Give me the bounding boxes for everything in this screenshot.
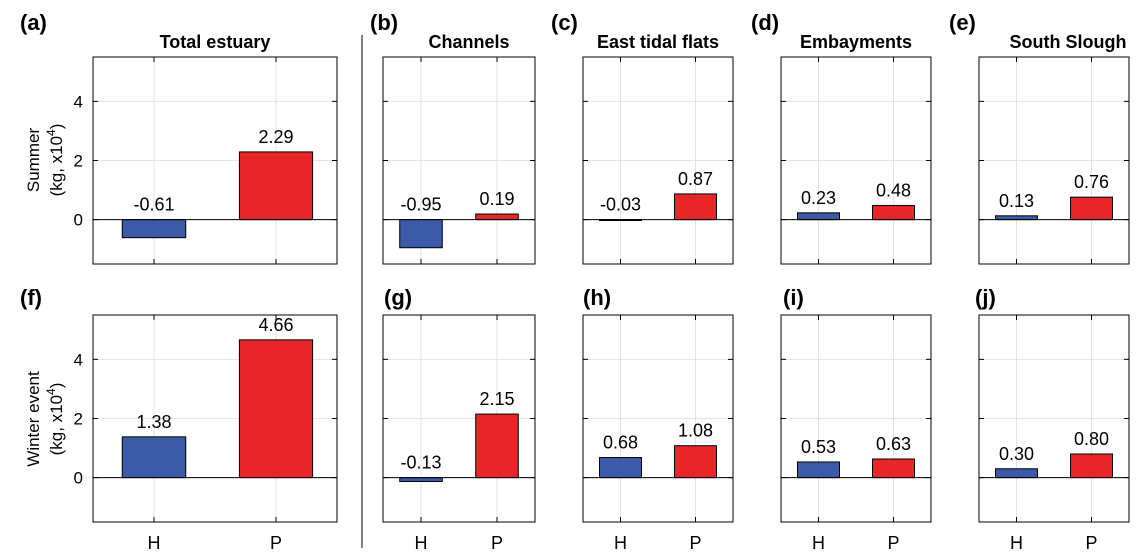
panel-letter: (i) bbox=[783, 285, 804, 310]
ytick-label: 2 bbox=[74, 152, 83, 171]
ytick-label: 0 bbox=[74, 469, 83, 488]
panel-j: 0.30 0.80 H P (j) bbox=[975, 285, 1130, 553]
bar-e-P bbox=[1070, 196, 1113, 221]
value-label-e-P: 0.76 bbox=[1074, 172, 1109, 192]
xtick-label-H: H bbox=[415, 533, 428, 553]
value-label-a-H: -0.61 bbox=[133, 195, 174, 215]
panel-a: -0.61 2.29 0 2 4 (a) Total estuary bbox=[20, 10, 338, 265]
bar-d-P bbox=[872, 204, 915, 221]
value-label-a-P: 2.29 bbox=[258, 127, 293, 147]
panel-letter: (h) bbox=[583, 285, 611, 310]
panel-letter: (e) bbox=[949, 10, 976, 35]
xtick-label-P: P bbox=[689, 533, 701, 553]
row-label-summer: Summer bbox=[24, 128, 43, 193]
xtick-label-P: P bbox=[270, 533, 282, 553]
panel-c: -0.03 0.87 (c) East tidal flats bbox=[551, 10, 734, 265]
xtick-label-P: P bbox=[887, 533, 899, 553]
bar-j-P bbox=[1070, 453, 1113, 479]
panel-letter: (a) bbox=[20, 10, 47, 35]
value-label-h-H: 0.68 bbox=[603, 433, 638, 453]
xtick-label-P: P bbox=[1085, 533, 1097, 553]
value-label-f-H: 1.38 bbox=[136, 412, 171, 432]
units-text: (kg, x10 bbox=[47, 136, 66, 196]
panel-e: 0.13 0.76 (e) South Slough bbox=[949, 10, 1130, 265]
panel-title: Total estuary bbox=[160, 32, 271, 52]
bar-g-P bbox=[475, 413, 519, 479]
value-label-j-H: 0.30 bbox=[999, 444, 1034, 464]
row-label-units: (kg, x104) bbox=[44, 383, 66, 456]
value-label-e-H: 0.13 bbox=[999, 191, 1034, 211]
panel-f: 1.38 4.66 0 2 4 H P (f) bbox=[20, 285, 338, 553]
panel-letter: (d) bbox=[751, 10, 779, 35]
panel-i: 0.53 0.63 H P (i) bbox=[780, 285, 932, 553]
panel-d: 0.23 0.48 (d) Embayments bbox=[751, 10, 932, 265]
row-label-winter: Winter event bbox=[24, 371, 43, 467]
xtick-label-P: P bbox=[491, 533, 503, 553]
bar-h-P bbox=[674, 445, 717, 479]
panel-title: Embayments bbox=[800, 32, 912, 52]
value-label-b-H: -0.95 bbox=[400, 195, 441, 215]
value-label-d-H: 0.23 bbox=[801, 188, 836, 208]
panel-letter: (b) bbox=[370, 10, 398, 35]
ytick-label: 0 bbox=[74, 211, 83, 230]
value-label-j-P: 0.80 bbox=[1074, 429, 1109, 449]
bar-b-P bbox=[475, 213, 519, 221]
value-label-d-P: 0.48 bbox=[876, 180, 911, 200]
units-close: ) bbox=[47, 383, 66, 389]
value-label-i-H: 0.53 bbox=[801, 437, 836, 457]
bar-g-H bbox=[399, 477, 443, 482]
panel-letter: (g) bbox=[384, 285, 412, 310]
value-label-i-P: 0.63 bbox=[876, 434, 911, 454]
panel-b: -0.95 0.19 (b) Channels bbox=[370, 10, 536, 265]
value-label-f-P: 4.66 bbox=[258, 315, 293, 335]
value-label-g-P: 2.15 bbox=[479, 389, 514, 409]
bar-c-P bbox=[674, 193, 717, 221]
row-label-units: (kg, x104) bbox=[44, 124, 66, 197]
units-close: ) bbox=[47, 124, 66, 130]
panel-h: 0.68 1.08 H P (h) bbox=[582, 285, 734, 553]
bar-i-H bbox=[797, 461, 840, 479]
bar-j-H bbox=[995, 468, 1038, 479]
panel-title: East tidal flats bbox=[597, 32, 719, 52]
ytick-label: 4 bbox=[74, 350, 83, 369]
value-label-g-H: -0.13 bbox=[400, 453, 441, 473]
xtick-label-H: H bbox=[148, 533, 161, 553]
bar-a-P bbox=[238, 151, 314, 221]
xtick-label-H: H bbox=[614, 533, 627, 553]
bar-d-H bbox=[797, 212, 840, 221]
bar-f-P bbox=[238, 339, 314, 479]
panel-g: -0.13 2.15 H P (g) bbox=[382, 285, 536, 553]
bar-a-H bbox=[121, 219, 187, 239]
bar-i-P bbox=[872, 458, 915, 479]
value-label-c-P: 0.87 bbox=[678, 169, 713, 189]
value-label-b-P: 0.19 bbox=[479, 189, 514, 209]
panel-letter: (j) bbox=[975, 285, 996, 310]
bar-f-H bbox=[121, 436, 187, 479]
ytick-label: 4 bbox=[74, 92, 83, 111]
units-text: (kg, x10 bbox=[47, 395, 66, 455]
bar-h-H bbox=[599, 457, 642, 479]
panel-title: South Slough bbox=[1010, 32, 1127, 52]
panel-letter: (f) bbox=[20, 285, 42, 310]
ytick-label: 2 bbox=[74, 410, 83, 429]
units-superscript: 4 bbox=[44, 388, 58, 395]
panel-title: Channels bbox=[428, 32, 509, 52]
units-superscript: 4 bbox=[44, 129, 58, 136]
xtick-label-H: H bbox=[812, 533, 825, 553]
xtick-label-H: H bbox=[1010, 533, 1023, 553]
panel-letter: (c) bbox=[551, 10, 578, 35]
value-label-c-H: -0.03 bbox=[600, 195, 641, 215]
bar-e-H bbox=[995, 215, 1038, 221]
value-label-h-P: 1.08 bbox=[678, 421, 713, 441]
bar-b-H bbox=[399, 219, 443, 249]
